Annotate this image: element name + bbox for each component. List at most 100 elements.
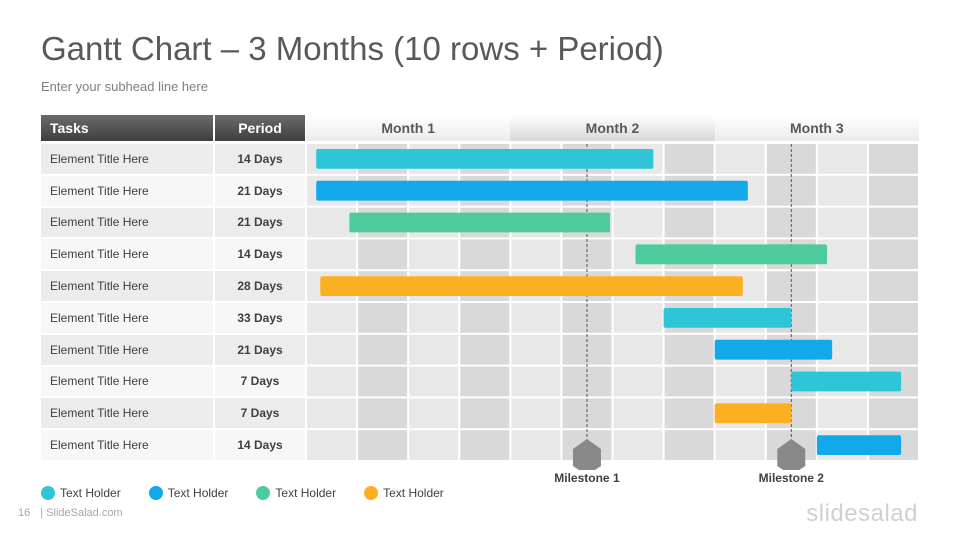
grid-cell (868, 271, 918, 301)
grid-cell (511, 334, 561, 365)
grid-cell (307, 430, 357, 460)
gantt-bar (714, 339, 833, 360)
legend-item: Text Holder (148, 486, 229, 500)
grid-cell (868, 144, 918, 174)
milestone-marker-icon (572, 439, 601, 470)
grid-cell (613, 430, 663, 460)
grid-cell (664, 334, 714, 365)
site-name: | SlideSalad.com (40, 507, 123, 519)
grid-cell (358, 430, 408, 460)
grid-cell (460, 398, 510, 429)
page-number: 16 (18, 507, 31, 519)
legend-item: Text Holder (41, 486, 121, 500)
grid-cell (817, 144, 867, 174)
brand-logo: slidesalad (806, 500, 918, 527)
grid-cell (511, 239, 561, 270)
grid-cell (868, 207, 918, 238)
grid-cell (817, 303, 867, 333)
legend-label: Text Holder (275, 486, 337, 500)
grid-cell (511, 430, 561, 460)
grid-cell (358, 303, 408, 333)
grid-cell (307, 239, 357, 270)
gantt-bar (316, 149, 654, 169)
grid-cell (409, 334, 459, 365)
gantt-bar (635, 244, 828, 265)
legend-dot-icon (256, 486, 271, 500)
legend-label: Text Holder (167, 486, 229, 500)
month-header-1: Month 1 (306, 115, 511, 141)
grid-cell (358, 239, 408, 270)
legend-item: Text Holder (256, 486, 336, 500)
grid-cell (613, 366, 663, 397)
grid-cell (613, 398, 663, 429)
grid-cell (664, 207, 714, 238)
gantt-bar (791, 371, 902, 392)
footer: 16 | SlideSalad.com (18, 507, 123, 519)
grid-cell (817, 175, 867, 206)
grid-cell (817, 207, 867, 238)
task-cell: Element Title Here (41, 271, 213, 301)
tasks-header: Tasks (41, 115, 213, 141)
grid-cell (307, 207, 357, 238)
task-cell: Element Title Here (41, 366, 213, 397)
grid-cell (766, 144, 816, 174)
grid-cell (409, 303, 459, 333)
grid-cell (409, 366, 459, 397)
period-cell: 21 Days (215, 334, 305, 365)
grid-cell (715, 207, 765, 238)
gantt-bar (349, 212, 610, 233)
gantt-bar (316, 180, 748, 201)
grid-cell (664, 144, 714, 174)
legend-item: Text Holder (364, 486, 444, 500)
grid-cell (613, 207, 663, 238)
task-cell: Element Title Here (41, 207, 213, 238)
legend-dot-icon (364, 486, 379, 500)
task-cell: Element Title Here (41, 334, 213, 365)
grid-cell (307, 366, 357, 397)
task-cell: Element Title Here (41, 398, 213, 429)
grid-cell (460, 303, 510, 333)
grid-cell (511, 303, 561, 333)
task-cell: Element Title Here (41, 430, 213, 460)
legend-dot-icon (148, 486, 163, 500)
milestone-label: Milestone 1 (554, 471, 620, 485)
grid-cell (358, 366, 408, 397)
grid-cell (460, 366, 510, 397)
grid-cell (664, 398, 714, 429)
grid-cell (460, 430, 510, 460)
month-header-3: Month 3 (714, 115, 919, 141)
legend: Text Holder Text Holder Text Holder Text Ho… (41, 486, 472, 500)
period-cell: 21 Days (215, 207, 305, 238)
gantt-bar (320, 276, 743, 296)
grid-cell (409, 398, 459, 429)
period-header: Period (215, 115, 305, 141)
grid-cell (307, 398, 357, 429)
grid-cell (766, 207, 816, 238)
legend-dot-icon (41, 486, 55, 500)
grid-cell (511, 398, 561, 429)
period-cell: 7 Days (215, 398, 305, 429)
period-cell: 14 Days (215, 430, 305, 460)
grid-cell (562, 303, 612, 333)
grid-cell (409, 430, 459, 460)
period-cell: 28 Days (215, 271, 305, 301)
grid-cell (307, 303, 357, 333)
slide-subhead: Enter your subhead line here (41, 79, 208, 94)
grid-cell (511, 366, 561, 397)
grid-cell (817, 398, 867, 429)
milestone-marker-icon (777, 439, 806, 470)
grid-cell (868, 398, 918, 429)
slide-title: Gantt Chart – 3 Months (10 rows + Period… (41, 30, 664, 67)
grid-cell (562, 398, 612, 429)
grid-cell (868, 239, 918, 270)
grid-cell (715, 366, 765, 397)
grid-cell (868, 175, 918, 206)
legend-label: Text Holder (383, 486, 444, 500)
grid-cell (460, 239, 510, 270)
task-cell: Element Title Here (41, 144, 213, 174)
month-header-2: Month 2 (510, 115, 715, 141)
grid-cell (409, 239, 459, 270)
period-cell: 21 Days (215, 175, 305, 206)
grid-cell (868, 334, 918, 365)
